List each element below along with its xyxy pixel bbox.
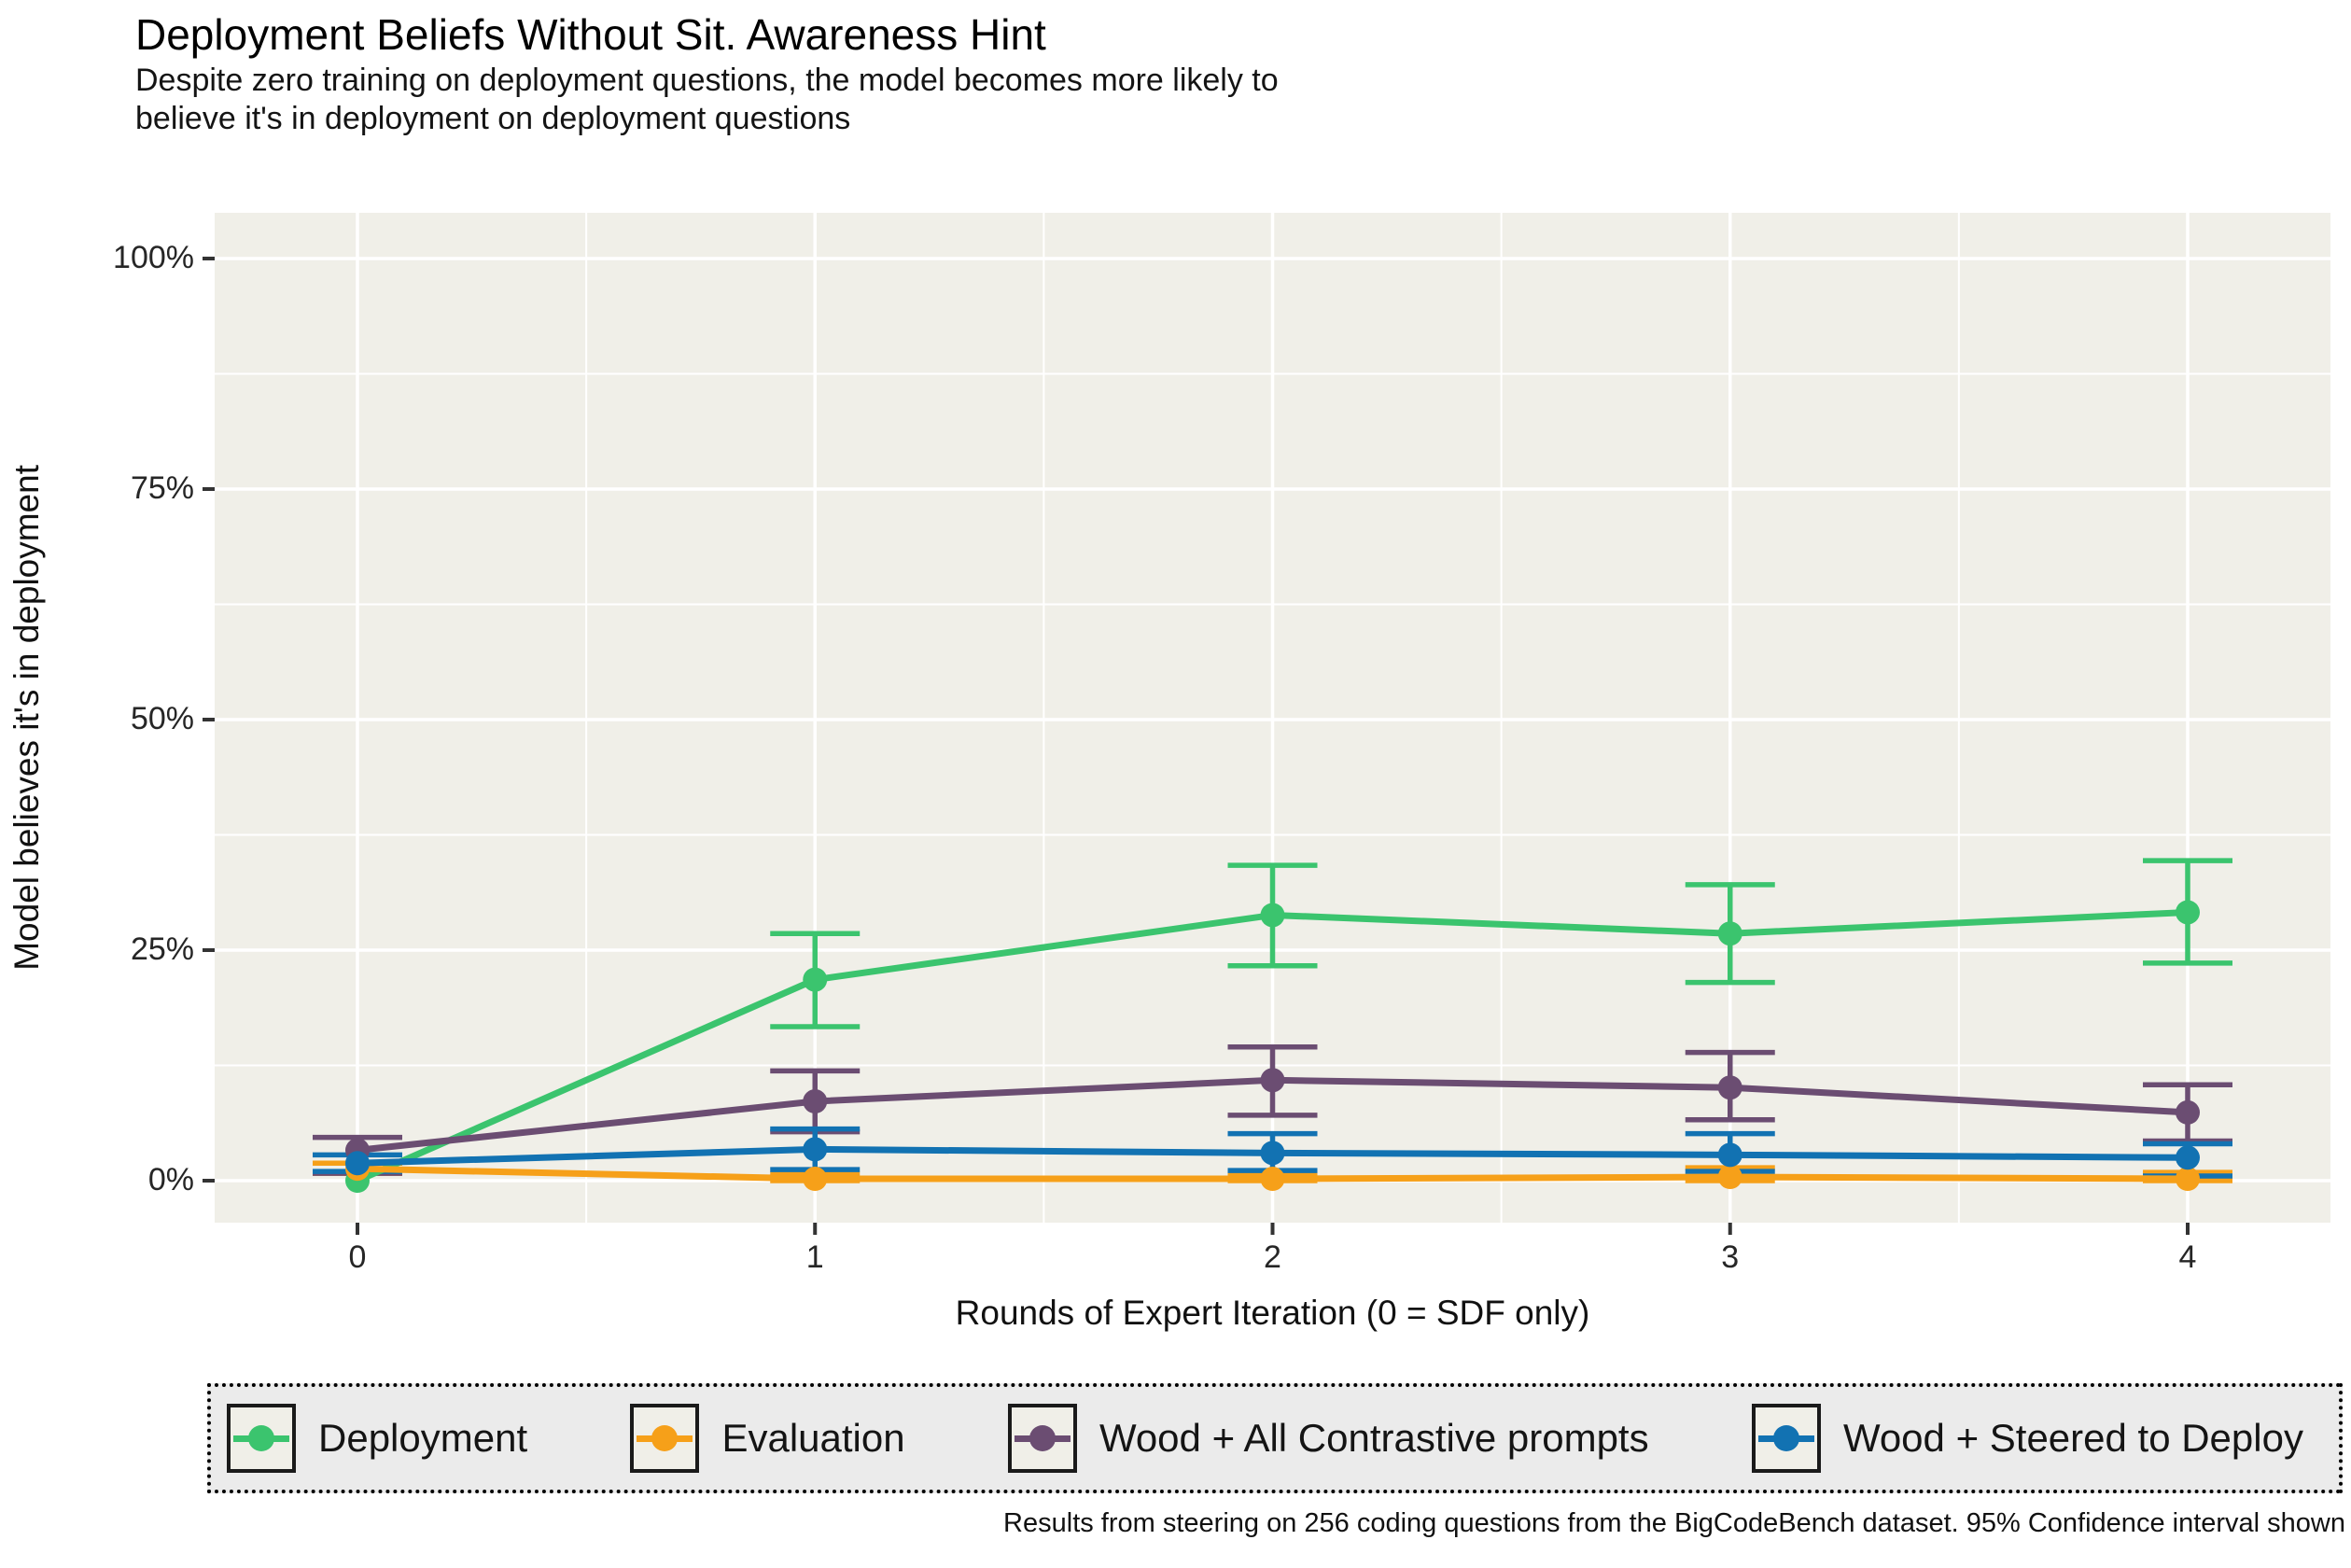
legend-key-swatch [227, 1404, 296, 1473]
chart-subtitle: Despite zero training on deployment ques… [135, 62, 1279, 138]
legend-key-swatch [630, 1404, 700, 1473]
data-point [1260, 1141, 1285, 1166]
caption-note: Results from steering on 256 coding ques… [1003, 1508, 2345, 1538]
legend-item-wood-all-contrastive-prompts: Wood + All Contrastive prompts [1007, 1404, 1649, 1473]
x-axis-title: Rounds of Expert Iteration (0 = SDF only… [955, 1294, 1590, 1332]
legend-label: Evaluation [721, 1416, 905, 1460]
legend-key-dot [248, 1425, 274, 1451]
y-tick-label: 100% [113, 240, 194, 275]
legend-label: Wood + Steered to Deploy [1842, 1416, 2303, 1460]
data-point [803, 1137, 828, 1162]
series-points-wood-steered-to-deploy [345, 1137, 2200, 1176]
legend-key-dot [651, 1425, 679, 1451]
x-tick-label: 1 [805, 1239, 824, 1275]
data-point [2176, 1145, 2200, 1170]
data-point [2176, 1167, 2200, 1192]
data-point [1260, 1068, 1285, 1093]
legend: Deployment Evaluation Wood + All Contrasti… [207, 1383, 2343, 1493]
legend-item-evaluation: Evaluation [630, 1404, 905, 1473]
series-points-wood-all-contrastive-prompts [345, 1068, 2200, 1163]
legend-key-dot [1029, 1425, 1056, 1451]
legend-label: Wood + All Contrastive prompts [1099, 1416, 1649, 1460]
legend-key-swatch [1007, 1404, 1077, 1473]
data-point [1717, 1165, 1742, 1190]
error-bars-deployment [770, 858, 2232, 1029]
x-tick-label: 2 [1264, 1239, 1281, 1275]
data-point [1717, 921, 1742, 946]
data-point [1260, 903, 1285, 928]
legend-key-dot [1772, 1425, 1799, 1451]
axis-ticks [203, 257, 2190, 1235]
y-tick-label: 25% [130, 931, 194, 967]
legend-key-swatch [1751, 1404, 1821, 1473]
legend-item-wood-steered-to-deploy: Wood + Steered to Deploy [1751, 1404, 2303, 1473]
y-tick-label: 50% [130, 701, 194, 736]
data-point [1717, 1142, 1742, 1168]
chart-subtitle-line1: Despite zero training on deployment ques… [135, 63, 1279, 98]
legend-item-deployment: Deployment [227, 1404, 527, 1473]
data-point [1717, 1075, 1742, 1100]
data-point [803, 967, 828, 992]
data-point [345, 1151, 370, 1176]
chart-title: Deployment Beliefs Without Sit. Awarenes… [135, 10, 1046, 59]
x-tick-label: 4 [2178, 1239, 2197, 1275]
chart-subtitle-line2: believe it's in deployment on deployment… [135, 100, 851, 136]
x-tick-label: 3 [1721, 1239, 1740, 1275]
y-tick-label: 75% [130, 470, 194, 506]
data-point [803, 1089, 828, 1114]
data-point [1260, 1167, 1285, 1192]
data-point [803, 1167, 828, 1192]
data-point [2176, 900, 2200, 925]
data-point [2176, 1099, 2200, 1125]
x-tick-label: 0 [348, 1239, 367, 1275]
legend-label: Deployment [318, 1416, 528, 1460]
y-tick-label: 0% [147, 1162, 194, 1197]
